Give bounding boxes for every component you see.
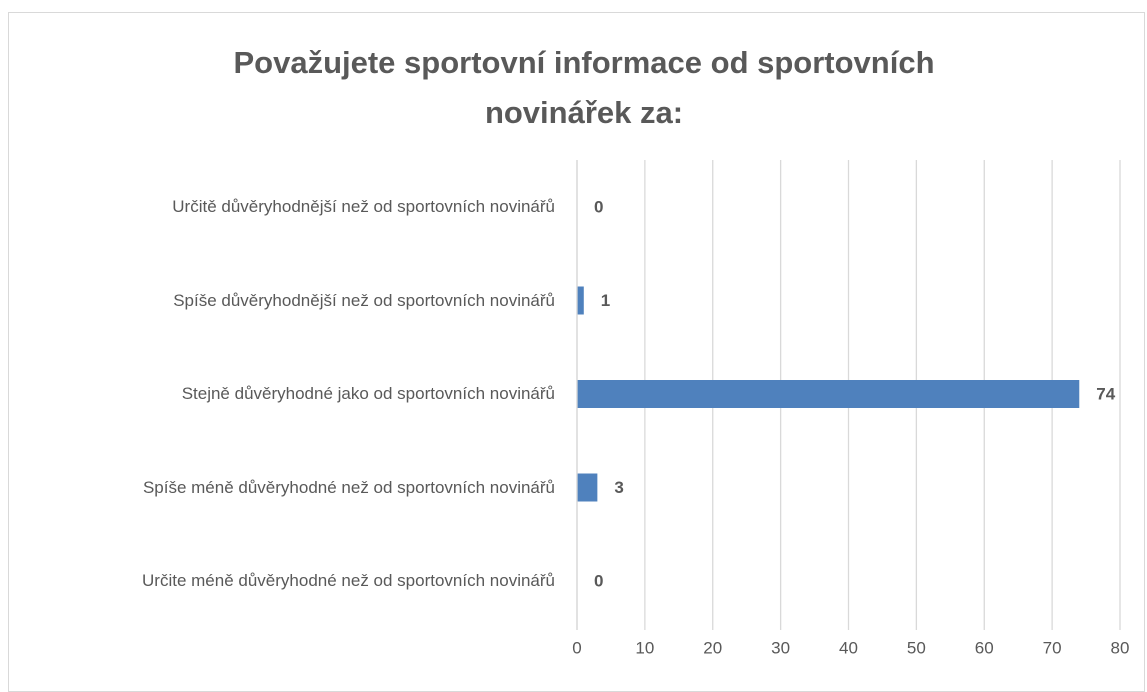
x-tick-label: 70 xyxy=(1043,638,1062,657)
y-tick-label: Stejně důvěryhodné jako od sportovních n… xyxy=(181,384,555,403)
y-tick-label: Určite méně důvěryhodné než od sportovní… xyxy=(142,571,555,590)
x-tick-label: 30 xyxy=(771,638,790,657)
bar xyxy=(577,286,584,315)
data-label: 0 xyxy=(594,197,603,216)
x-tick-label: 20 xyxy=(703,638,722,657)
data-label: 0 xyxy=(594,571,603,590)
bar xyxy=(577,473,598,502)
y-tick-label: Určitě důvěryhodnější než od sportovních… xyxy=(172,197,555,216)
page: {"chart_data": {"type": "bar", "orientat… xyxy=(8,12,1145,692)
data-label: 3 xyxy=(614,478,623,497)
data-label: 74 xyxy=(1096,384,1115,403)
x-tick-label: 10 xyxy=(635,638,654,657)
x-tick-label: 0 xyxy=(572,638,581,657)
x-tick-label: 40 xyxy=(839,638,858,657)
x-tick-label: 60 xyxy=(975,638,994,657)
data-label: 1 xyxy=(601,291,610,310)
x-tick-label: 80 xyxy=(1111,638,1130,657)
x-tick-label: 50 xyxy=(907,638,926,657)
bar xyxy=(577,380,1080,408)
chart-title: Považujete sportovní informace od sporto… xyxy=(233,45,935,130)
y-tick-label: Spíše důvěryhodnější než od sportovních … xyxy=(173,290,555,310)
y-tick-label: Spíše méně důvěryhodné než od sportovníc… xyxy=(142,477,555,497)
